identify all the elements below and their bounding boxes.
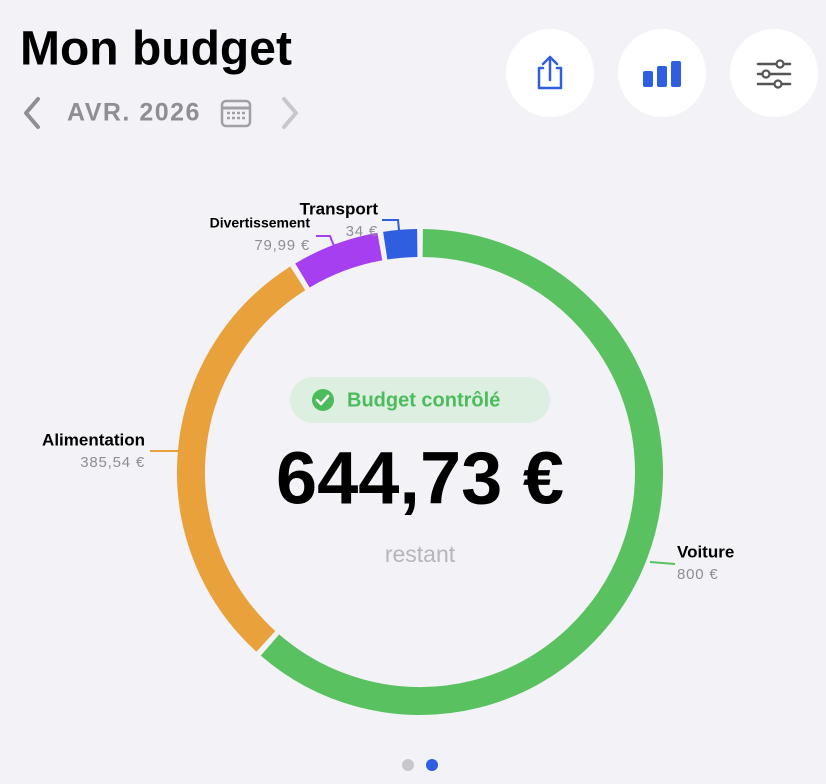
remaining-amount: 644,73 € — [276, 437, 564, 520]
page-title: Mon budget — [20, 23, 292, 76]
donut-segment — [177, 266, 306, 652]
page-dot[interactable] — [402, 759, 414, 771]
stats-button[interactable] — [618, 29, 706, 117]
prev-month[interactable] — [24, 97, 40, 129]
month-label: AVR. 2026 — [67, 99, 201, 127]
leader-lines — [150, 219, 676, 565]
page-dot-active[interactable] — [426, 759, 438, 771]
segment-label: Divertissement — [210, 215, 311, 231]
segment-value: 800 € — [677, 566, 719, 583]
segment-label: Transport — [300, 199, 379, 218]
donut-segment — [383, 229, 418, 260]
next-month[interactable] — [282, 97, 298, 129]
segment-value: 385,54 € — [80, 454, 145, 471]
status-text: Budget contrôlé — [347, 389, 500, 411]
donut-segment — [260, 229, 663, 715]
segment-label: Voiture — [677, 542, 734, 561]
segment-label: Alimentation — [42, 430, 145, 449]
donut-segment — [295, 232, 383, 288]
settings-button[interactable] — [730, 29, 818, 117]
check-mark — [315, 394, 330, 406]
remaining-caption: restant — [385, 541, 456, 567]
share-button[interactable] — [506, 29, 594, 117]
status-pill — [290, 377, 550, 423]
segment-value: 34 € — [346, 223, 378, 240]
calendar-icon[interactable] — [220, 99, 252, 128]
segment-value: 79,99 € — [254, 237, 310, 254]
